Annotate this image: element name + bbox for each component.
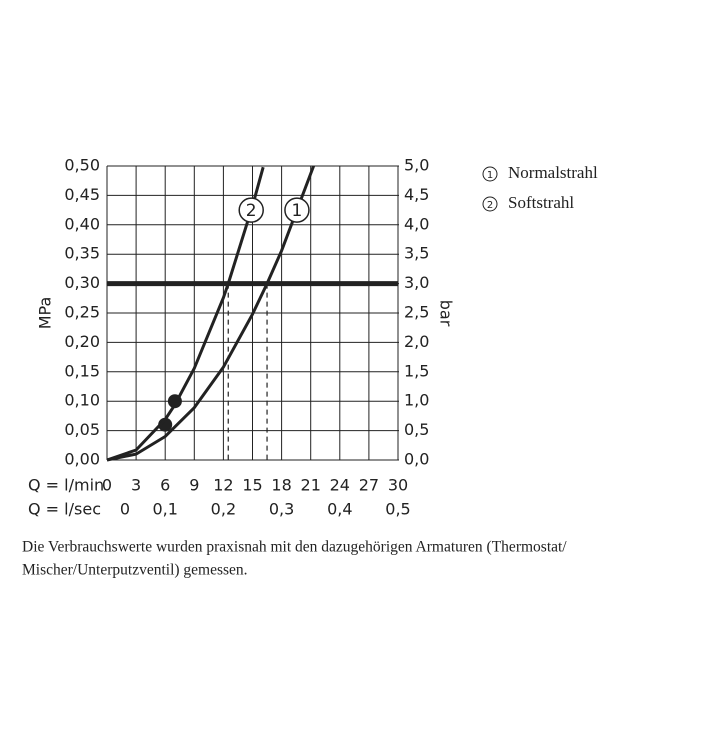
legend-label: Softstrahl: [508, 193, 574, 212]
note: Die Verbrauchswerte wurden praxisnah mit…: [22, 539, 567, 556]
y2-tick-label: 4,0: [404, 214, 429, 233]
y-tick-label: 0,30: [64, 273, 100, 292]
x-tick-label: 12: [213, 476, 233, 495]
legend-symbol: [482, 166, 498, 182]
x-tick-label: 3: [131, 476, 141, 495]
curve: [106, 165, 316, 462]
y2-axis-label: bar: [437, 300, 456, 327]
x-tick-label: 21: [301, 476, 321, 495]
y2-tick-label: 4,5: [404, 185, 429, 204]
curve-label: 2: [246, 201, 257, 221]
y2-tick-label: 1,0: [404, 391, 429, 410]
x2-tick-label: 0,3: [269, 500, 294, 519]
x-tick-label: 24: [330, 476, 350, 495]
x-tick-label: 15: [242, 476, 262, 495]
curve-label-circle: [284, 197, 310, 223]
note: Mischer/Unterputzventil) gemessen.: [22, 562, 248, 579]
y2-tick-label: 3,5: [404, 244, 429, 263]
x-tick-label: 9: [189, 476, 199, 495]
curve: [106, 166, 265, 462]
y-axis-label: MPa: [36, 297, 55, 330]
legend-symbol-label: 2: [487, 200, 493, 211]
curve-label-circle: [238, 197, 264, 223]
x-tick-label: 6: [160, 476, 170, 495]
x2-tick-label: 0,1: [152, 500, 177, 519]
y2-tick-label: 2,0: [404, 332, 429, 351]
y-tick-label: 0,25: [64, 303, 100, 322]
legend-symbol: [482, 196, 498, 212]
y-tick-label: 0,10: [64, 391, 100, 410]
y2-tick-label: 3,0: [404, 273, 429, 292]
y-tick-label: 0,40: [64, 214, 100, 233]
y-tick-label: 0,50: [64, 156, 100, 175]
y-tick-label: 0,00: [64, 450, 100, 469]
x2-axis-label: Q = l/sec: [28, 500, 101, 519]
y2-tick-label: 2,5: [404, 303, 429, 322]
x2-tick-label: 0: [120, 500, 130, 519]
y2-tick-label: 5,0: [404, 156, 429, 175]
curve-label: 1: [292, 201, 303, 221]
legend-label: Normalstrahl: [508, 163, 598, 182]
y-tick-label: 0,05: [64, 420, 100, 439]
y2-tick-label: 0,0: [404, 450, 429, 469]
x-tick-label: 18: [271, 476, 291, 495]
x-tick-label: 30: [388, 476, 408, 495]
x-axis-label: Q = l/min: [28, 476, 104, 495]
y2-tick-label: 1,5: [404, 361, 429, 380]
legend-symbol-label: 1: [487, 170, 493, 181]
x2-tick-label: 0,2: [211, 500, 236, 519]
x-tick-label: 0: [102, 476, 112, 495]
y-tick-label: 0,15: [64, 361, 100, 380]
x-tick-label: 27: [359, 476, 379, 495]
marker: [167, 394, 182, 409]
x2-tick-label: 0,4: [327, 500, 352, 519]
y-tick-label: 0,45: [64, 185, 100, 204]
y-tick-label: 0,20: [64, 332, 100, 351]
y2-tick-label: 0,5: [404, 420, 429, 439]
x2-tick-label: 0,5: [385, 500, 410, 519]
y-tick-label: 0,35: [64, 244, 100, 263]
